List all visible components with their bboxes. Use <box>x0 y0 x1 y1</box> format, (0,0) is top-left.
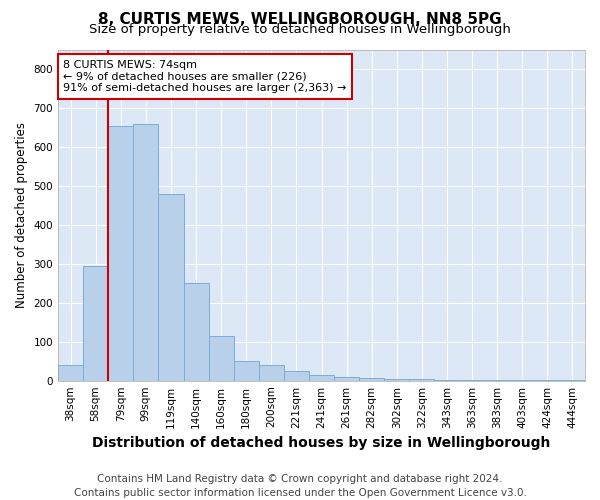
Bar <box>184 284 209 380</box>
Bar <box>83 266 108 380</box>
Bar <box>284 371 309 380</box>
Bar <box>259 365 284 380</box>
Bar <box>158 194 184 380</box>
Text: Size of property relative to detached houses in Wellingborough: Size of property relative to detached ho… <box>89 22 511 36</box>
Bar <box>359 378 384 380</box>
Bar <box>133 124 158 380</box>
Bar <box>58 365 83 380</box>
Bar <box>309 375 334 380</box>
Text: 8 CURTIS MEWS: 74sqm
← 9% of detached houses are smaller (226)
91% of semi-detac: 8 CURTIS MEWS: 74sqm ← 9% of detached ho… <box>64 60 347 93</box>
Bar <box>334 377 359 380</box>
Bar <box>384 378 409 380</box>
Bar <box>209 336 233 380</box>
Bar <box>233 361 259 380</box>
Y-axis label: Number of detached properties: Number of detached properties <box>15 122 28 308</box>
Bar <box>108 126 133 380</box>
Text: 8, CURTIS MEWS, WELLINGBOROUGH, NN8 5PG: 8, CURTIS MEWS, WELLINGBOROUGH, NN8 5PG <box>98 12 502 28</box>
Text: Contains HM Land Registry data © Crown copyright and database right 2024.
Contai: Contains HM Land Registry data © Crown c… <box>74 474 526 498</box>
X-axis label: Distribution of detached houses by size in Wellingborough: Distribution of detached houses by size … <box>92 436 551 450</box>
Bar <box>409 379 434 380</box>
